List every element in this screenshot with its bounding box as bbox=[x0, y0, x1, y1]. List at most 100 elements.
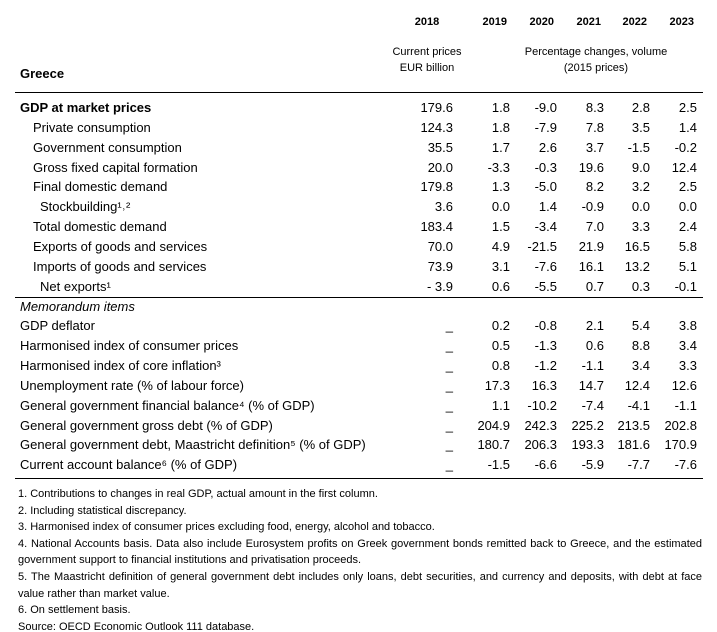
cell-value: 2.4 bbox=[678, 219, 697, 235]
cell-value: 3.4 bbox=[678, 338, 697, 354]
cell-value: -5.5 bbox=[534, 278, 557, 294]
cell-value: -7.6 bbox=[674, 457, 697, 473]
cell-value: 0.3 bbox=[631, 278, 650, 294]
year-header: 2021 bbox=[576, 16, 601, 28]
cell-value: _ bbox=[445, 397, 453, 413]
cell-value: 202.8 bbox=[664, 417, 697, 433]
cell-value: 7.8 bbox=[585, 119, 604, 135]
cell-value: 3.1 bbox=[491, 258, 510, 274]
row-label: Harmonised index of consumer prices bbox=[20, 338, 239, 354]
cell-value: 1.8 bbox=[491, 100, 510, 115]
cell-value: 17.3 bbox=[484, 377, 510, 393]
cell-value: 3.6 bbox=[434, 199, 453, 215]
row-label: Total domestic demand bbox=[33, 219, 167, 235]
year-header: 2023 bbox=[669, 16, 694, 28]
cell-value: 73.9 bbox=[427, 258, 453, 274]
cell-value: 225.2 bbox=[571, 417, 604, 433]
cell-value: 4.9 bbox=[491, 238, 510, 254]
cell-value: -0.1 bbox=[674, 278, 697, 294]
cell-value: 19.6 bbox=[578, 159, 604, 175]
cell-value: -3.4 bbox=[534, 219, 557, 235]
cell-value: - 3.9 bbox=[426, 278, 453, 294]
cell-value: 0.0 bbox=[631, 199, 650, 215]
cell-value: 16.5 bbox=[624, 238, 650, 254]
year-header: 2022 bbox=[622, 16, 647, 28]
cell-value: 1.1 bbox=[491, 397, 510, 413]
note: 4. National Accounts basis. Data also in… bbox=[18, 537, 702, 567]
cell-value: 8.8 bbox=[631, 338, 650, 354]
cell-value: 0.0 bbox=[678, 199, 697, 215]
cell-value: 3.3 bbox=[678, 358, 697, 374]
cell-value: 0.6 bbox=[491, 278, 510, 294]
cell-value: 3.3 bbox=[631, 219, 650, 235]
cell-value: -7.6 bbox=[534, 258, 557, 274]
note: 2. Including statistical discrepancy. bbox=[18, 504, 187, 517]
cell-value: 0.7 bbox=[585, 278, 604, 294]
year-header: 2018 bbox=[414, 16, 440, 28]
cell-value: -1.2 bbox=[534, 358, 557, 374]
cell-value: 12.4 bbox=[671, 159, 697, 175]
cell-value: -7.9 bbox=[534, 119, 557, 135]
cell-value: 5.1 bbox=[678, 258, 697, 274]
cell-value: -0.3 bbox=[534, 159, 557, 175]
cell-value: 12.6 bbox=[671, 377, 697, 393]
cell-value: 2.5 bbox=[678, 100, 697, 115]
row-label: General government gross debt (% of GDP) bbox=[20, 417, 273, 433]
notes: 1. Contributions to changes in real GDP,… bbox=[18, 486, 702, 632]
cell-value: 20.0 bbox=[427, 159, 453, 175]
cell-value: 35.5 bbox=[427, 139, 453, 155]
row-label: Stockbuilding¹˒² bbox=[40, 199, 131, 215]
cell-value: 5.4 bbox=[631, 318, 650, 334]
section-title: Memorandum items bbox=[20, 298, 135, 314]
cell-value: 1.5 bbox=[491, 219, 510, 235]
cell-value: 2.1 bbox=[585, 318, 604, 334]
cell-value: 16.3 bbox=[531, 377, 557, 393]
row-label: Harmonised index of core inflation³ bbox=[20, 358, 221, 374]
column-note: Current prices bbox=[392, 46, 462, 58]
country-title: Greece bbox=[20, 66, 65, 81]
row-label: Imports of goods and services bbox=[33, 258, 207, 274]
cell-value: 0.0 bbox=[491, 199, 510, 215]
cell-value: -5.0 bbox=[534, 179, 557, 195]
cell-value: -1.1 bbox=[674, 397, 697, 413]
cell-value: 0.6 bbox=[585, 338, 604, 354]
cell-value: 193.3 bbox=[571, 437, 604, 453]
cell-value: 213.5 bbox=[617, 417, 650, 433]
cell-value: _ bbox=[445, 417, 453, 433]
cell-value: -0.2 bbox=[674, 139, 697, 155]
cell-value: 14.7 bbox=[578, 377, 604, 393]
column-note: EUR billion bbox=[399, 62, 455, 74]
cell-value: 242.3 bbox=[524, 417, 557, 433]
row-label: Final domestic demand bbox=[33, 179, 168, 195]
note: Source: OECD Economic Outlook 111 databa… bbox=[18, 620, 255, 632]
note: 6. On settlement basis. bbox=[18, 604, 131, 617]
cell-value: -1.5 bbox=[627, 139, 650, 155]
cell-value: 183.4 bbox=[420, 219, 453, 235]
cell-value: -9.0 bbox=[534, 100, 557, 115]
cell-value: -6.6 bbox=[534, 457, 557, 473]
note: 3. Harmonised index of consumer prices e… bbox=[18, 521, 435, 534]
row-label: Private consumption bbox=[33, 119, 151, 135]
year-header: 2020 bbox=[529, 16, 554, 28]
cell-value: 1.4 bbox=[538, 199, 557, 215]
row-label: Exports of goods and services bbox=[33, 238, 208, 254]
cell-value: 12.4 bbox=[624, 377, 650, 393]
cell-value: 8.3 bbox=[585, 100, 604, 115]
row-label: General government financial balance⁴ (%… bbox=[20, 397, 315, 413]
cell-value: 1.8 bbox=[491, 119, 510, 135]
column-note: Percentage changes, volume bbox=[524, 46, 668, 58]
rule bbox=[15, 92, 703, 93]
column-note: (2015 prices) bbox=[563, 62, 629, 74]
cell-value: -4.1 bbox=[627, 397, 650, 413]
rule bbox=[15, 478, 703, 479]
cell-value: -5.9 bbox=[581, 457, 604, 473]
cell-value: 206.3 bbox=[524, 437, 557, 453]
cell-value: 1.7 bbox=[491, 139, 510, 155]
row-label: Net exports¹ bbox=[40, 278, 111, 294]
cell-value: 2.6 bbox=[538, 139, 557, 155]
cell-value: -0.9 bbox=[581, 199, 604, 215]
cell-value: 3.8 bbox=[678, 318, 697, 334]
note: 1. Contributions to changes in real GDP,… bbox=[18, 488, 378, 500]
cell-value: _ bbox=[445, 457, 453, 473]
